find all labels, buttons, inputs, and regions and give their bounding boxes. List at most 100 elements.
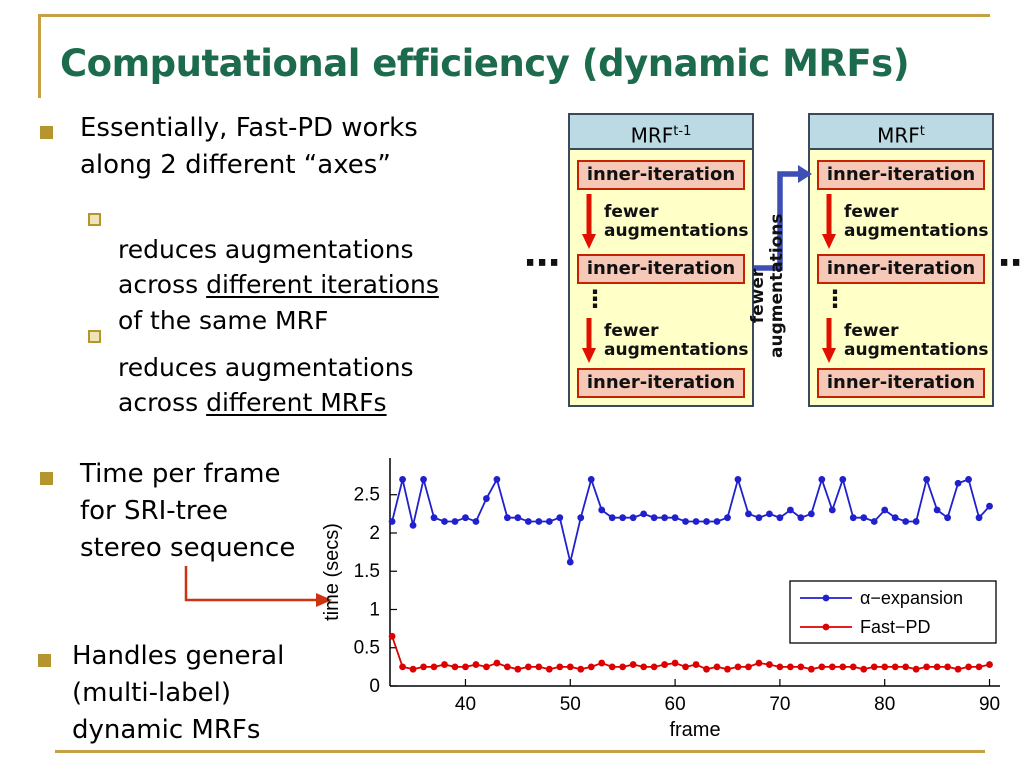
inner-iteration-box: inner-iteration	[817, 254, 985, 284]
data-point	[755, 514, 763, 522]
inner-iteration-box: inner-iteration	[817, 160, 985, 190]
mrf-current-header-base: MRF	[877, 123, 920, 148]
left-ellipsis: ⋯	[524, 243, 560, 284]
bullet-marker	[38, 654, 51, 667]
time-per-frame-chart: 40 50 60 70 80 90 0 0.5 1 1.5 2 2.5 frame time (secs)…	[321, 458, 1000, 741]
mrf-prev-header-base: MRF	[630, 123, 674, 148]
data-point	[608, 514, 616, 522]
data-point	[388, 632, 396, 640]
data-point	[692, 661, 700, 668]
mrf-box-current: MRFt inner-iteration fewer augmentations…	[808, 113, 994, 407]
data-point	[388, 518, 396, 525]
down-arrow-icon	[822, 318, 836, 363]
mrf-current-header-sup: t	[919, 124, 925, 139]
x-tick-label: 50	[560, 694, 581, 715]
callout-arrow-icon	[184, 566, 332, 607]
data-point	[556, 514, 564, 522]
fewer-augmentations-label: fewer augmentations	[604, 201, 749, 241]
data-point	[902, 663, 910, 671]
data-point	[556, 663, 564, 671]
data-point	[619, 514, 627, 522]
data-point	[430, 663, 438, 671]
y-axis-label: time (secs)	[321, 523, 343, 621]
data-point	[745, 510, 752, 518]
data-point	[776, 514, 784, 522]
x-tick-label: 40	[455, 694, 476, 715]
data-point	[587, 476, 595, 483]
data-point	[566, 558, 574, 566]
y-tick-label: 0	[369, 676, 380, 697]
data-point	[640, 510, 648, 518]
bullet-text-handles-general: Handles general (multi-label) dynamic MR…	[72, 641, 285, 745]
fewer-augmentations-label: fewer augmentations	[844, 320, 989, 360]
data-point	[786, 506, 794, 514]
data-point	[734, 476, 742, 483]
legend-box	[789, 580, 997, 644]
data-point	[671, 514, 679, 522]
data-point	[472, 518, 480, 525]
bullet-text-time-per-frame: Time per frame for SRI-tree stereo seque…	[80, 459, 296, 563]
data-point	[640, 663, 648, 671]
data-point	[409, 521, 417, 529]
data-point	[954, 479, 962, 487]
y-tick-label: 1.5	[354, 561, 380, 582]
data-point	[849, 514, 857, 522]
data-point	[944, 663, 951, 671]
data-point	[797, 663, 805, 671]
data-point	[839, 663, 847, 671]
data-point	[462, 514, 469, 522]
inter-mrf-arrow-icon	[754, 165, 812, 271]
mrf-prev-header: MRFt-1	[570, 115, 752, 150]
data-point	[807, 510, 815, 518]
data-point	[703, 665, 710, 673]
data-point	[577, 514, 585, 522]
x-tick-label: 90	[979, 694, 1000, 715]
data-point	[503, 663, 511, 671]
data-point	[786, 663, 794, 671]
bottom-rule	[55, 750, 985, 753]
data-point	[451, 518, 459, 525]
bullet-marker	[40, 126, 53, 139]
data-point	[860, 665, 868, 673]
bullet-text-axes: Essentially, Fast-PD works along 2 diffe…	[80, 113, 418, 180]
legend-entry-label: Fast−PD	[860, 617, 931, 637]
data-point	[451, 663, 459, 671]
sub1-pre: reduces augmentations across	[118, 234, 414, 300]
y-tick-label: 0.5	[354, 638, 380, 659]
fewer-augmentations-row: fewer augmentations	[570, 190, 752, 254]
data-point	[598, 659, 606, 667]
data-point	[870, 518, 878, 525]
inter-mrf-fewer-label: fewer augmentations	[748, 213, 788, 358]
data-point	[891, 514, 899, 522]
data-point	[975, 514, 983, 522]
fewer-augmentations-label: fewer augmentations	[604, 320, 749, 360]
data-point	[912, 518, 920, 525]
sub-bullet-marker	[88, 330, 101, 343]
data-point	[703, 518, 710, 525]
data-point	[965, 663, 972, 671]
data-point	[933, 663, 941, 671]
sub1-underlined: different iterations	[206, 270, 439, 299]
data-point	[493, 476, 501, 483]
data-point	[797, 514, 805, 522]
vertical-dots: ⋮	[583, 285, 607, 313]
fewer-augmentations-row: fewer augmentations	[810, 314, 992, 368]
data-point	[724, 665, 731, 673]
data-point	[545, 518, 553, 525]
down-arrow-icon	[582, 318, 596, 363]
data-point	[545, 665, 553, 673]
data-point	[849, 663, 857, 671]
data-point	[650, 663, 658, 671]
down-arrow-icon	[822, 194, 836, 249]
fewer-augmentations-row: fewer augmentations	[570, 314, 752, 368]
y-tick-label: 2	[369, 523, 380, 544]
data-point	[430, 514, 438, 522]
data-point	[881, 506, 889, 514]
data-point	[409, 665, 417, 673]
data-point	[682, 663, 689, 671]
data-point	[766, 661, 773, 668]
data-point	[891, 663, 899, 671]
y-tick-label: 1	[369, 599, 380, 620]
x-tick-label: 80	[874, 694, 895, 715]
